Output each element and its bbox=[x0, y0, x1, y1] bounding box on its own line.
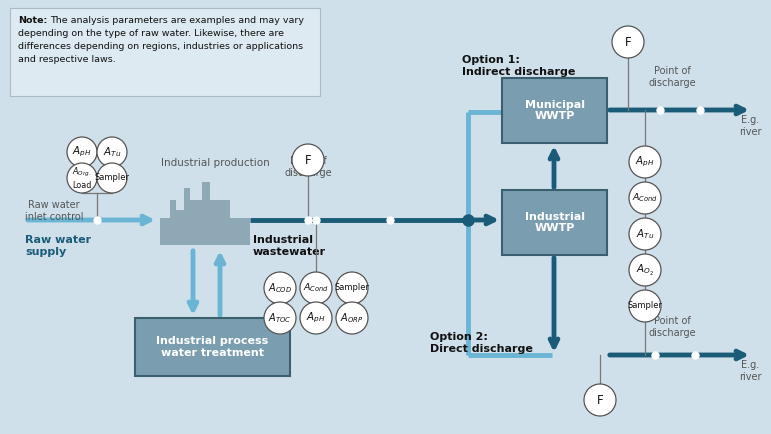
FancyBboxPatch shape bbox=[502, 78, 607, 143]
Circle shape bbox=[584, 384, 616, 416]
Circle shape bbox=[300, 302, 332, 334]
Text: Industrial: Industrial bbox=[524, 212, 584, 222]
Text: Indirect discharge: Indirect discharge bbox=[462, 67, 575, 77]
Text: Direct discharge: Direct discharge bbox=[430, 344, 533, 354]
Text: $A_{pH}$: $A_{pH}$ bbox=[306, 311, 326, 325]
Text: Note:: Note: bbox=[18, 16, 47, 25]
Text: $A_{Tu}$: $A_{Tu}$ bbox=[636, 227, 654, 241]
FancyBboxPatch shape bbox=[502, 190, 607, 255]
Circle shape bbox=[292, 144, 324, 176]
Circle shape bbox=[629, 290, 661, 322]
Text: F: F bbox=[625, 36, 631, 49]
Text: $A_{ORP}$: $A_{ORP}$ bbox=[340, 311, 364, 325]
Text: $A_{Org.}$
Load: $A_{Org.}$ Load bbox=[72, 166, 92, 190]
Polygon shape bbox=[160, 182, 250, 245]
Circle shape bbox=[67, 163, 97, 193]
Circle shape bbox=[629, 254, 661, 286]
Text: Option 1:: Option 1: bbox=[462, 55, 520, 65]
Circle shape bbox=[629, 218, 661, 250]
Text: E.g.
river: E.g. river bbox=[739, 115, 761, 137]
Text: Sampler: Sampler bbox=[335, 283, 369, 293]
Text: $A_{pH}$: $A_{pH}$ bbox=[72, 145, 92, 159]
Text: water treatment: water treatment bbox=[161, 348, 264, 358]
Text: Point of
discharge: Point of discharge bbox=[648, 316, 695, 338]
Circle shape bbox=[612, 26, 644, 58]
Text: $A_{O_2}$: $A_{O_2}$ bbox=[636, 263, 654, 277]
Text: and respective laws.: and respective laws. bbox=[18, 55, 116, 64]
FancyBboxPatch shape bbox=[135, 318, 290, 376]
Text: $A_{TOC}$: $A_{TOC}$ bbox=[268, 311, 291, 325]
Circle shape bbox=[336, 302, 368, 334]
Text: Industrial production: Industrial production bbox=[160, 158, 269, 168]
Text: Option 2:: Option 2: bbox=[430, 332, 488, 342]
Text: E.g.
river: E.g. river bbox=[739, 360, 761, 381]
Circle shape bbox=[629, 146, 661, 178]
Text: Point of
discharge: Point of discharge bbox=[648, 66, 695, 88]
Text: differences depending on regions, industries or applications: differences depending on regions, indust… bbox=[18, 42, 303, 51]
Text: Raw water
supply: Raw water supply bbox=[25, 235, 91, 256]
Text: Municipal: Municipal bbox=[524, 100, 584, 110]
Circle shape bbox=[264, 272, 296, 304]
Text: $A_{pH}$: $A_{pH}$ bbox=[635, 155, 655, 169]
Text: Sampler: Sampler bbox=[628, 302, 662, 310]
Text: $A_{COD}$: $A_{COD}$ bbox=[268, 281, 292, 295]
Text: WWTP: WWTP bbox=[534, 111, 574, 121]
Text: $A_{Tu}$: $A_{Tu}$ bbox=[103, 145, 121, 159]
Circle shape bbox=[97, 137, 127, 167]
Text: WWTP: WWTP bbox=[534, 223, 574, 233]
Text: F: F bbox=[305, 154, 311, 167]
Text: Point of
discharge: Point of discharge bbox=[284, 156, 332, 178]
Text: Industrial process: Industrial process bbox=[157, 336, 268, 346]
Circle shape bbox=[629, 182, 661, 214]
Circle shape bbox=[67, 137, 97, 167]
Text: Industrial
wastewater: Industrial wastewater bbox=[253, 235, 326, 256]
Text: $A_{Cond}$: $A_{Cond}$ bbox=[303, 282, 329, 294]
Circle shape bbox=[264, 302, 296, 334]
Circle shape bbox=[336, 272, 368, 304]
Circle shape bbox=[97, 163, 127, 193]
Circle shape bbox=[300, 272, 332, 304]
Text: The analysis parameters are examples and may vary: The analysis parameters are examples and… bbox=[50, 16, 304, 25]
Text: $A_{Cond}$: $A_{Cond}$ bbox=[632, 192, 658, 204]
Text: Sampler: Sampler bbox=[95, 174, 130, 183]
Text: Raw water
inlet control: Raw water inlet control bbox=[25, 200, 83, 222]
Text: F: F bbox=[597, 394, 604, 407]
FancyBboxPatch shape bbox=[10, 8, 320, 96]
Text: depending on the type of raw water. Likewise, there are: depending on the type of raw water. Like… bbox=[18, 29, 284, 38]
